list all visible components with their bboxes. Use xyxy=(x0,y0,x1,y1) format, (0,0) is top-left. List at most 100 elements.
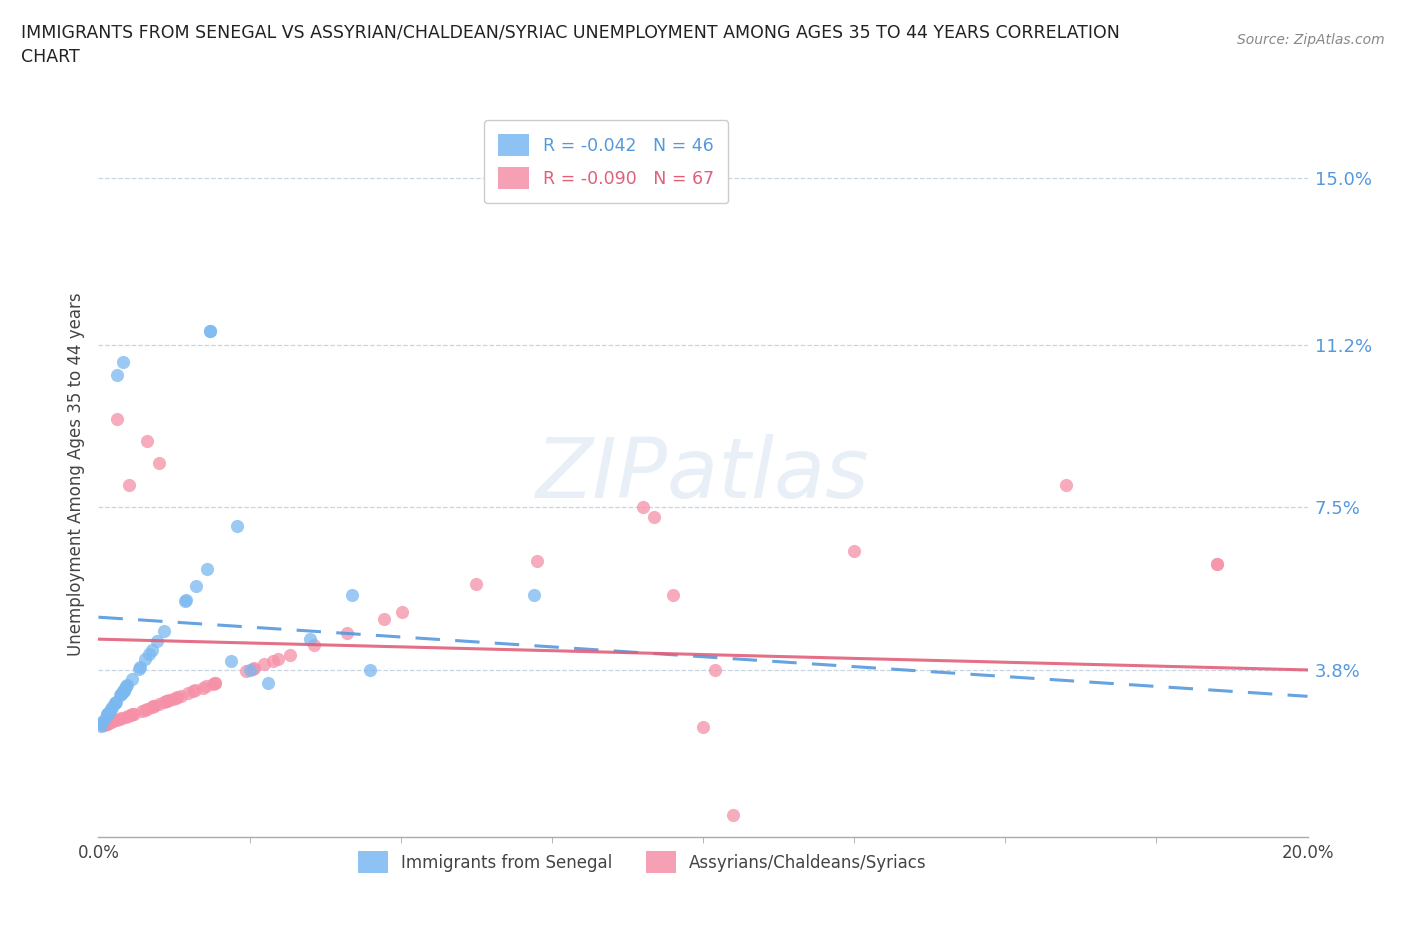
Point xyxy=(91,718,114,733)
Point xyxy=(184,683,207,698)
Point xyxy=(1206,557,1229,572)
Point xyxy=(523,588,546,603)
Point xyxy=(464,577,486,591)
Point xyxy=(122,706,145,721)
Point xyxy=(141,643,163,658)
Text: IMMIGRANTS FROM SENEGAL VS ASSYRIAN/CHALDEAN/SYRIAC UNEMPLOYMENT AMONG AGES 35 T: IMMIGRANTS FROM SENEGAL VS ASSYRIAN/CHAL… xyxy=(21,23,1121,41)
Point xyxy=(128,661,150,676)
Point xyxy=(117,709,139,724)
Point xyxy=(256,676,278,691)
Point xyxy=(104,713,127,728)
Point xyxy=(373,612,395,627)
Point xyxy=(93,717,115,732)
Point xyxy=(336,626,359,641)
Point xyxy=(204,675,226,690)
Point xyxy=(100,715,122,730)
Point xyxy=(174,593,197,608)
Point xyxy=(117,678,139,693)
Point xyxy=(104,695,127,710)
Point xyxy=(184,578,207,593)
Point xyxy=(201,676,224,691)
Point xyxy=(148,697,170,711)
Point xyxy=(97,706,120,721)
Text: Source: ZipAtlas.com: Source: ZipAtlas.com xyxy=(1237,33,1385,46)
Point xyxy=(162,691,184,706)
Point xyxy=(108,711,131,726)
Point xyxy=(112,684,135,698)
Point xyxy=(115,710,138,724)
Point xyxy=(200,324,222,339)
Point xyxy=(90,716,112,731)
Point xyxy=(134,652,156,667)
Point xyxy=(93,712,115,727)
Text: ZIPatlas: ZIPatlas xyxy=(536,433,870,515)
Point xyxy=(157,693,180,708)
Point xyxy=(221,654,243,669)
Point xyxy=(101,699,124,714)
Point xyxy=(141,699,163,714)
Point xyxy=(114,681,136,696)
Point xyxy=(94,717,117,732)
Point xyxy=(243,661,266,676)
Point xyxy=(118,478,141,493)
Text: CHART: CHART xyxy=(21,48,80,66)
Point xyxy=(136,701,159,716)
Point xyxy=(844,544,866,559)
Point xyxy=(1206,557,1229,572)
Point xyxy=(105,713,128,728)
Point xyxy=(100,702,122,717)
Point xyxy=(121,671,143,686)
Point xyxy=(242,661,264,676)
Point xyxy=(360,662,382,677)
Point xyxy=(278,647,301,662)
Point xyxy=(253,657,276,671)
Point xyxy=(96,716,118,731)
Point xyxy=(191,680,214,695)
Point xyxy=(91,718,114,733)
Point xyxy=(631,499,654,514)
Point xyxy=(104,695,127,710)
Point xyxy=(181,684,204,698)
Point xyxy=(195,562,218,577)
Point xyxy=(152,695,174,710)
Point xyxy=(304,638,326,653)
Point xyxy=(138,646,160,661)
Point xyxy=(110,711,132,725)
Point xyxy=(135,434,157,449)
Point xyxy=(146,633,169,648)
Point xyxy=(121,707,143,722)
Point xyxy=(170,688,193,703)
Point xyxy=(204,675,226,690)
Point xyxy=(90,718,112,733)
Point xyxy=(165,690,187,705)
Point xyxy=(96,716,118,731)
Point xyxy=(391,604,413,619)
Point xyxy=(155,694,177,709)
Legend: Immigrants from Senegal, Assyrians/Chaldeans/Syriacs: Immigrants from Senegal, Assyrians/Chald… xyxy=(352,844,934,880)
Point xyxy=(96,707,118,722)
Point xyxy=(526,554,548,569)
Point xyxy=(704,662,727,677)
Point xyxy=(661,588,683,603)
Point xyxy=(110,688,132,703)
Point xyxy=(111,684,134,699)
Point xyxy=(142,698,165,713)
Point xyxy=(111,685,134,700)
Point xyxy=(692,720,714,735)
Point xyxy=(225,518,247,533)
Point xyxy=(153,624,176,639)
Point xyxy=(1054,478,1077,493)
Point xyxy=(105,412,128,427)
Point xyxy=(148,456,170,471)
Point xyxy=(174,592,197,607)
Point xyxy=(267,652,290,667)
Point xyxy=(134,702,156,717)
Point xyxy=(104,696,127,711)
Point xyxy=(299,631,322,646)
Point xyxy=(128,659,150,674)
Y-axis label: Unemployment Among Ages 35 to 44 years: Unemployment Among Ages 35 to 44 years xyxy=(66,293,84,656)
Point xyxy=(105,368,128,383)
Point xyxy=(723,807,745,822)
Point xyxy=(142,699,165,714)
Point xyxy=(110,686,132,701)
